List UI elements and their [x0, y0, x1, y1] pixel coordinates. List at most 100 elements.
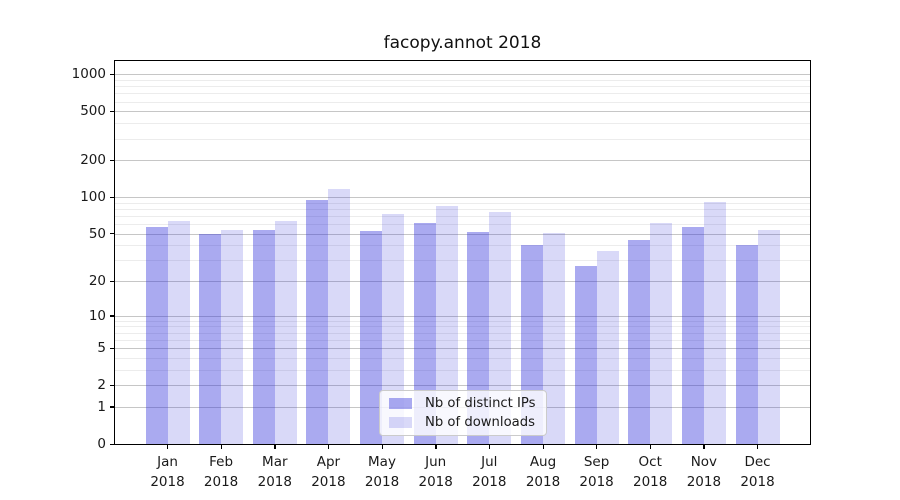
bar-downloads-apr	[328, 189, 351, 444]
y-tick-label-10: 10	[88, 307, 106, 324]
bar-downloads-jul	[489, 212, 512, 444]
y-tick-mark-500	[110, 110, 114, 113]
x-tick-label-apr: Apr 2018	[311, 454, 346, 490]
bar-downloads-sep	[596, 250, 619, 444]
x-tick-mark-may	[381, 445, 383, 449]
gridline-minor-6	[115, 339, 810, 341]
bar-downloads-dec	[757, 229, 780, 444]
y-tick-label-100: 100	[80, 189, 106, 205]
gridline-major-2	[115, 385, 810, 387]
gridline-major-500	[115, 111, 810, 113]
x-tick-label-mar: Mar 2018	[257, 454, 292, 490]
gridline-minor-80	[115, 208, 810, 210]
x-tick-label-sep: Sep 2018	[579, 454, 614, 490]
x-tick-mark-oct	[649, 445, 652, 449]
gridline-major-10	[115, 315, 810, 317]
x-tick-mark-apr	[327, 445, 330, 449]
gridline-minor-8	[115, 326, 810, 328]
legend-swatch-distinct-ips-icon	[389, 398, 412, 409]
gridline-major-20	[115, 281, 810, 283]
bar-distinct-ips-mar	[252, 229, 275, 444]
bar-downloads-oct	[650, 223, 673, 444]
bar-distinct-ips-oct	[628, 240, 651, 444]
bar-downloads-mar	[274, 221, 297, 444]
y-tick-label-5: 5	[97, 340, 106, 357]
gridline-major-200	[115, 160, 810, 162]
x-tick-label-jun: Jun 2018	[418, 454, 453, 490]
y-tick-mark-50	[110, 233, 114, 235]
gridline-minor-40	[115, 245, 810, 247]
x-tick-mark-jan	[167, 445, 169, 449]
gridline-minor-400	[115, 123, 810, 125]
bar-downloads-jun	[435, 206, 458, 444]
bar-distinct-ips-apr	[306, 199, 329, 444]
gridline-major-100	[115, 197, 810, 198]
y-tick-mark-5	[110, 347, 114, 349]
gridline-major-1000	[115, 74, 810, 76]
x-tick-label-dec: Dec 2018	[740, 454, 775, 490]
bar-distinct-ips-jun	[413, 223, 436, 444]
bar-distinct-ips-dec	[735, 245, 758, 444]
y-tick-mark-1	[110, 406, 114, 408]
x-tick-mark-nov	[703, 445, 705, 449]
bar-downloads-nov	[703, 202, 726, 444]
y-tick-mark-1000	[110, 73, 114, 76]
gridline-minor-3	[115, 369, 810, 371]
bar-downloads-jan	[167, 220, 190, 444]
bar-distinct-ips-nov	[681, 226, 704, 444]
plot-area: Nb of distinct IPs Nb of downloads	[114, 60, 811, 445]
y-tick-label-500: 500	[80, 103, 106, 120]
y-tick-label-200: 200	[80, 152, 106, 169]
legend-row-downloads: Nb of downloads	[389, 415, 536, 430]
y-tick-mark-0	[110, 443, 114, 445]
bar-downloads-may	[382, 213, 404, 444]
x-tick-label-jul: Jul 2018	[472, 454, 507, 490]
y-tick-mark-2	[110, 384, 114, 387]
legend-swatch-downloads-icon	[389, 417, 412, 428]
y-tick-label-0: 0	[97, 436, 106, 452]
x-tick-mark-mar	[274, 445, 276, 449]
x-tick-label-nov: Nov 2018	[686, 454, 722, 490]
x-tick-label-may: May 2018	[364, 454, 400, 490]
gridline-minor-30	[115, 260, 810, 262]
gridline-minor-7	[115, 332, 810, 334]
x-tick-mark-aug	[542, 445, 544, 449]
x-tick-mark-jul	[488, 445, 491, 449]
gridline-minor-300	[115, 138, 810, 140]
y-tick-label-1000: 1000	[71, 66, 106, 83]
legend-row-distinct-ips: Nb of distinct IPs	[389, 396, 536, 411]
y-tick-label-20: 20	[88, 273, 106, 290]
gridline-major-50	[115, 233, 810, 235]
gridline-minor-700	[115, 93, 810, 95]
y-tick-label-50: 50	[88, 225, 106, 242]
y-tick-label-1: 1	[97, 398, 106, 415]
x-tick-label-feb: Feb 2018	[203, 454, 239, 490]
bar-distinct-ips-feb	[199, 233, 222, 444]
y-tick-mark-20	[110, 280, 114, 282]
x-tick-label-aug: Aug 2018	[525, 454, 561, 490]
y-tick-label-2: 2	[97, 377, 106, 394]
gridline-major-5	[115, 348, 810, 350]
gridline-minor-70	[115, 215, 810, 217]
x-tick-mark-sep	[596, 445, 598, 449]
gridline-minor-4	[115, 357, 810, 359]
legend-label-distinct-ips: Nb of distinct IPs	[425, 396, 536, 411]
x-tick-mark-jun	[435, 445, 437, 449]
chart-title: facopy.annot 2018	[383, 33, 542, 53]
bar-downloads-aug	[543, 232, 565, 444]
x-tick-mark-dec	[757, 445, 759, 449]
bar-distinct-ips-jan	[145, 226, 168, 444]
y-tick-mark-100	[110, 196, 114, 198]
bar-distinct-ips-sep	[574, 265, 597, 444]
gridline-minor-900	[115, 79, 810, 81]
gridline-minor-90	[115, 202, 810, 204]
gridline-minor-9	[115, 320, 810, 322]
gridline-minor-600	[115, 101, 810, 103]
y-tick-mark-200	[110, 159, 114, 162]
bar-distinct-ips-may	[360, 230, 382, 444]
y-tick-mark-10	[110, 315, 114, 317]
gridline-minor-800	[115, 86, 810, 88]
legend-label-downloads: Nb of downloads	[425, 415, 535, 430]
legend: Nb of distinct IPs Nb of downloads	[379, 390, 547, 436]
